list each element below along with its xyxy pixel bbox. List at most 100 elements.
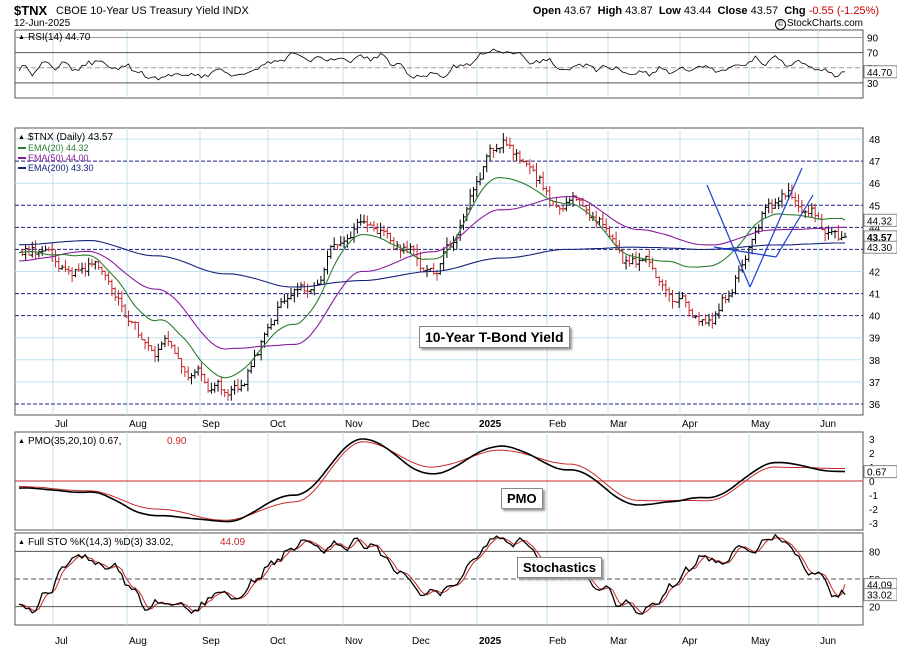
x-axis-label-price: 2025: [479, 419, 502, 430]
rsi-tick-label: 30: [867, 79, 879, 90]
x-axis-label-price: Jun: [820, 419, 836, 430]
trend-line: [706, 184, 751, 288]
pmo-annotation: PMO: [501, 488, 543, 509]
trend-line: [713, 246, 777, 258]
rsi-last-flag: [863, 65, 897, 79]
x-axis-label-price: Apr: [682, 419, 698, 430]
pmo-flag-label: 0.67: [867, 468, 887, 479]
pmo-tick-label: -3: [869, 519, 878, 530]
x-axis-label-bottom: Mar: [610, 636, 628, 647]
rsi-line: [18, 48, 846, 81]
price-flag: [863, 213, 897, 227]
trend-line: [749, 167, 803, 288]
price-legend: $TNX (Daily) 43.57: [28, 132, 113, 143]
price-annotation: 10-Year T-Bond Yield: [419, 326, 570, 348]
ema200-legend: EMA(200) 43.30: [28, 163, 94, 173]
x-axis-label-price: May: [751, 419, 770, 430]
close-label: Close: [717, 5, 748, 17]
x-axis-label-bottom: Sep: [202, 636, 220, 647]
price-tick-label: 45: [869, 201, 881, 212]
x-axis-label-price: Sep: [202, 419, 220, 430]
rsi-legend: RSI(14) 44.70: [28, 32, 91, 43]
rsi-legend-marker: ▲: [18, 34, 25, 41]
ema200-line: [19, 239, 846, 288]
open-label: Open: [532, 5, 561, 17]
open-value: 43.67: [564, 5, 592, 17]
x-axis-label-bottom: Jul: [55, 636, 68, 647]
ema20-line: [18, 176, 846, 379]
stoch-legend: Full STO %K(14,3) %D(3) 33.02,: [28, 537, 173, 548]
chart-date: 12-Jun-2025: [14, 18, 71, 29]
price-tick-label: 46: [869, 179, 881, 190]
price-tick-label: 42: [869, 268, 881, 279]
price-tick-label: 40: [869, 312, 881, 323]
pmo-tick-label: -2: [869, 505, 878, 516]
ticker-symbol: $TNX: [14, 3, 48, 18]
pmo-tick-label: 2: [869, 449, 875, 460]
price-flag-label: 44.32: [867, 216, 892, 227]
x-axis-label-price: Jul: [55, 419, 68, 430]
price-flag-label: 43.57: [867, 233, 892, 244]
x-axis-label-price: Oct: [270, 419, 286, 430]
pmo-legend-marker: ▲: [18, 438, 25, 445]
stoch-legend-signal: 44.09: [220, 537, 245, 548]
price-tick-label: 36: [869, 400, 881, 411]
x-axis-label-bottom: Oct: [270, 636, 286, 647]
price-tick-label: 39: [869, 334, 881, 345]
x-axis-label-price: Feb: [549, 419, 567, 430]
pmo-legend-signal: 0.90: [167, 436, 187, 447]
price-tick-label: 47: [869, 157, 881, 168]
ema20-legend: EMA(20) 44.32: [28, 143, 89, 153]
price-tick-label: 41: [869, 290, 881, 301]
pmo-line: [18, 438, 846, 523]
price-flag-label: 43.30: [867, 243, 892, 254]
rsi-tick-label: 70: [867, 49, 879, 60]
price-bars: [20, 133, 847, 401]
change-label: Chg: [784, 5, 806, 17]
x-axis-label-price: Nov: [345, 419, 363, 430]
stoch-d-flag-label: 44.09: [867, 580, 892, 591]
price-tick-label: 48: [869, 135, 881, 146]
x-axis-label-bottom: Apr: [682, 636, 698, 647]
x-axis-label-bottom: Aug: [129, 636, 147, 647]
price-tick-label: 37: [869, 378, 881, 389]
pmo-tick-label: 0: [869, 477, 875, 488]
stoch-tick-label: 80: [869, 547, 881, 558]
low-label: Low: [658, 5, 681, 17]
x-axis-label-bottom: Nov: [345, 636, 363, 647]
rsi-panel-frame: [14, 29, 864, 99]
copyright-text: StockCharts.com: [786, 18, 863, 29]
stoch-k-line: [18, 533, 846, 615]
price-flag: [863, 240, 897, 254]
ema50-line: [18, 195, 845, 350]
stoch-tick-label: 20: [869, 603, 881, 614]
pmo-signal-line: [18, 441, 846, 521]
x-axis-label-price: Dec: [412, 419, 430, 430]
price-tick-label: 38: [869, 356, 881, 367]
stoch-annotation: Stochastics: [517, 557, 602, 578]
price-tick-label: 44: [869, 223, 881, 234]
low-value: 43.44: [683, 5, 712, 17]
pmo-flag: [863, 465, 897, 479]
x-axis-label-price: Mar: [610, 419, 628, 430]
x-axis-label-price: Aug: [129, 419, 147, 430]
pmo-tick-label: -1: [869, 491, 878, 502]
x-axis-label-bottom: Feb: [549, 636, 567, 647]
stoch-legend-marker: ▲: [18, 539, 25, 546]
price-legend-marker: ▲: [18, 134, 25, 141]
rsi-tick-label: 90: [867, 34, 879, 45]
trend-line: [775, 194, 814, 258]
ema50-legend: EMA(50) 44.00: [28, 153, 89, 163]
high-value: 43.87: [625, 5, 653, 17]
close-value: 43.57: [750, 5, 779, 17]
pmo-tick-label: 3: [869, 435, 875, 446]
x-axis-label-bottom: 2025: [479, 636, 502, 647]
x-axis-label-bottom: Jun: [820, 636, 836, 647]
change-value: -0.55 (-1.25%): [808, 5, 879, 17]
high-label: High: [597, 5, 623, 17]
stoch-k-flag: [863, 588, 897, 602]
instrument-name: CBOE 10-Year US Treasury Yield INDX: [56, 5, 249, 17]
stoch-k-flag-label: 33.02: [867, 591, 892, 602]
chart-header: $TNX CBOE 10-Year US Treasury Yield INDX…: [0, 0, 897, 30]
